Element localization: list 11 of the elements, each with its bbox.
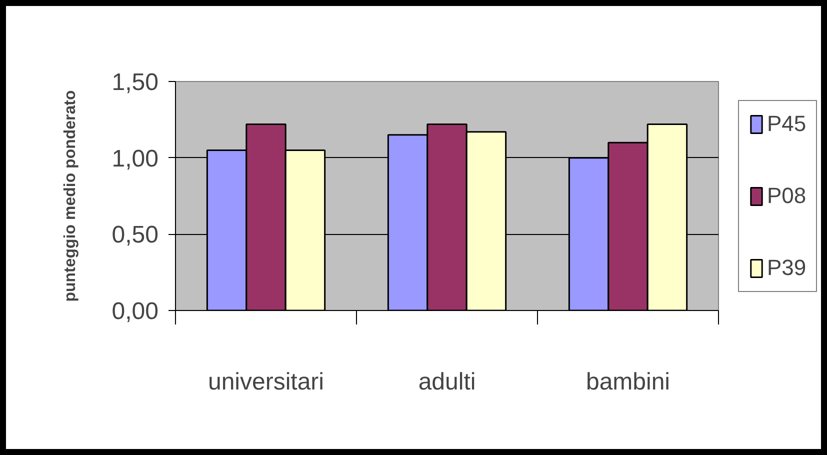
y-tick-label: 0,00 — [112, 298, 159, 325]
y-axis-title: punteggio medio ponderato — [62, 90, 79, 302]
y-tick-label: 1,50 — [112, 69, 159, 96]
legend-label: P39 — [767, 254, 806, 280]
x-tick-label: adulti — [418, 368, 476, 396]
legend-label: P45 — [767, 110, 806, 136]
y-tick-label: 0,50 — [112, 222, 159, 249]
legend-label: P08 — [767, 182, 806, 208]
x-tick-label: universitari — [208, 368, 324, 396]
x-tick-label: bambini — [586, 368, 670, 396]
y-tick-label: 1,00 — [112, 145, 159, 172]
